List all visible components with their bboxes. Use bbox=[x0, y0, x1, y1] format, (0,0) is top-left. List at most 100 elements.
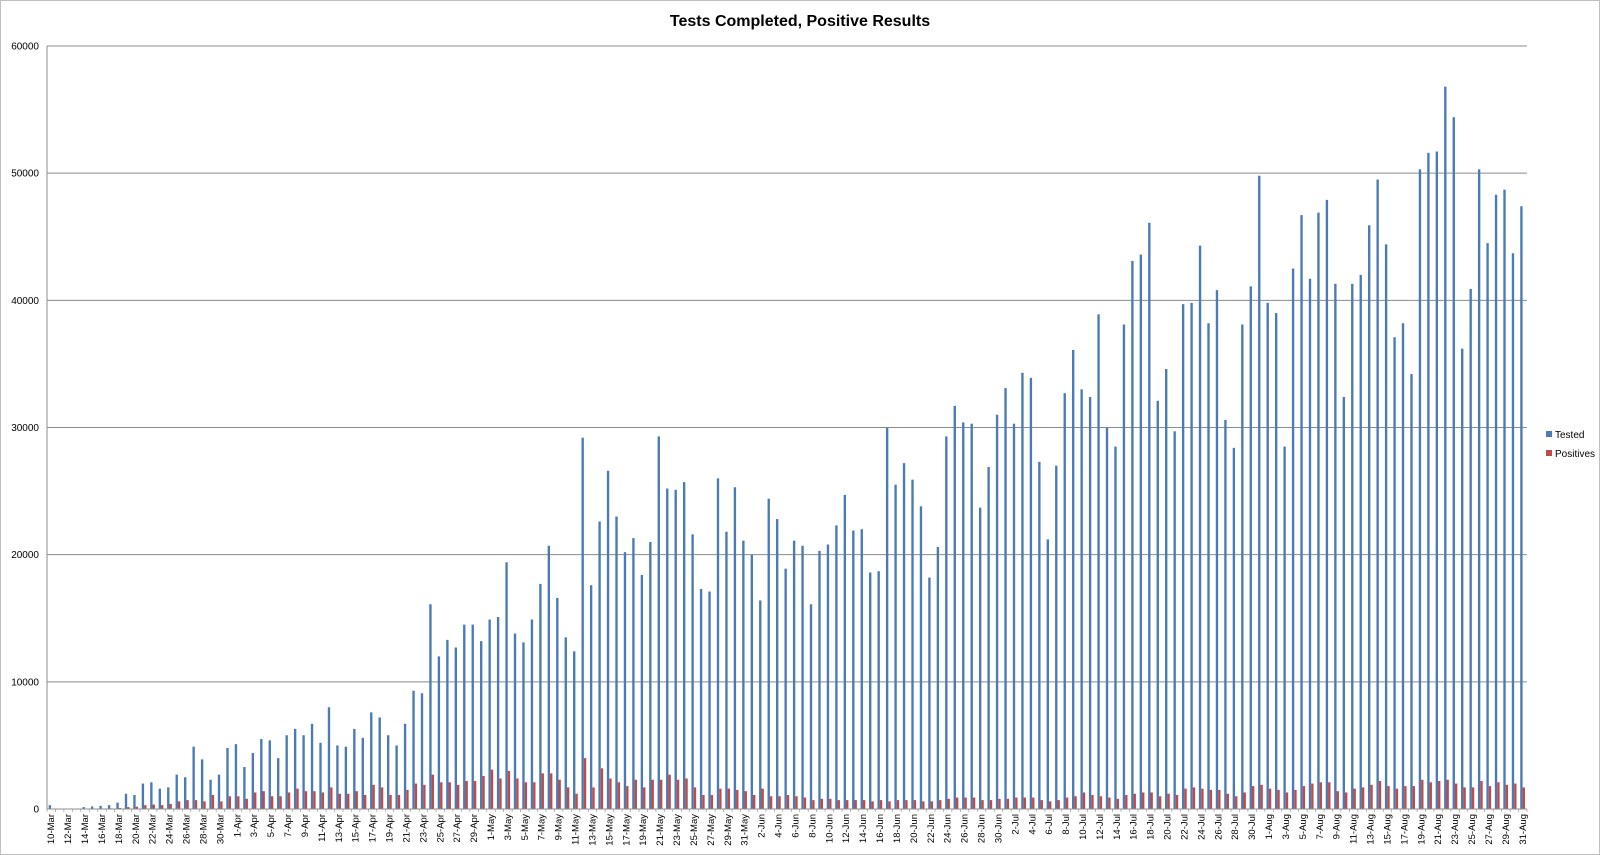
bar-positives-6-Jul bbox=[1049, 801, 1052, 809]
bar-positives-13-Jun bbox=[854, 800, 857, 809]
x-tick-label: 12-Jun bbox=[841, 814, 852, 843]
x-tick-label: 25-Aug bbox=[1467, 814, 1478, 845]
x-tick-label: 12-Mar bbox=[63, 814, 74, 844]
x-tick-label: 3-Aug bbox=[1281, 814, 1292, 839]
x-tick-label: 13-Apr bbox=[334, 814, 345, 843]
bar-tested-8-Apr bbox=[293, 728, 297, 809]
x-tick-label: 23-May bbox=[672, 814, 683, 846]
x-tick-label: 25-May bbox=[689, 814, 700, 846]
bar-tested-1-Jul bbox=[1004, 388, 1007, 809]
bar-tested-21-Apr bbox=[403, 723, 407, 809]
bar-positives-16-Jun bbox=[879, 800, 883, 809]
x-tick-label: 23-Apr bbox=[418, 814, 429, 843]
bar-tested-23-May bbox=[674, 489, 677, 809]
bar-tested-20-Mar bbox=[133, 795, 136, 809]
x-tick-label: 1-Apr bbox=[232, 814, 243, 837]
bar-tested-9-Jul bbox=[1072, 349, 1075, 809]
bar-positives-26-Mar bbox=[186, 800, 189, 809]
bar-positives-20-Mar bbox=[135, 806, 138, 809]
x-tick-label: 20-Mar bbox=[131, 814, 142, 844]
x-tick-label: 11-Apr bbox=[317, 814, 328, 842]
bar-positives-14-May bbox=[600, 768, 604, 809]
x-tick-label: 10-Jun bbox=[824, 814, 835, 843]
y-tick-label: 40000 bbox=[11, 296, 39, 307]
bar-positives-10-Jun bbox=[829, 798, 832, 809]
bar-positives-12-Jul bbox=[1099, 796, 1103, 809]
bar-tested-28-Mar bbox=[200, 759, 204, 809]
bar-positives-3-May bbox=[507, 770, 511, 809]
bar-tested-17-Aug bbox=[1401, 323, 1405, 809]
bar-tested-29-Jul bbox=[1241, 324, 1244, 809]
bar-positives-24-Apr bbox=[431, 774, 434, 809]
bar-positives-22-Apr bbox=[414, 783, 418, 809]
bar-tested-23-Mar bbox=[158, 788, 161, 809]
bar-positives-14-Jun bbox=[862, 800, 866, 809]
bar-tested-18-Mar bbox=[116, 802, 119, 809]
x-tick-label: 28-Jul bbox=[1230, 814, 1241, 840]
bar-tested-10-Aug bbox=[1342, 396, 1345, 809]
bar-positives-23-Apr bbox=[423, 784, 426, 809]
bar-tested-28-Apr bbox=[463, 624, 466, 809]
bar-tested-7-Jul bbox=[1055, 465, 1058, 809]
bar-positives-8-Aug bbox=[1328, 782, 1331, 809]
bar-positives-15-Aug bbox=[1387, 786, 1390, 809]
x-tick-label: 23-Aug bbox=[1450, 814, 1461, 845]
bar-tested-31-Mar bbox=[226, 747, 229, 809]
bar-positives-10-Apr bbox=[313, 791, 316, 809]
legend-label-tested: Tested bbox=[1555, 430, 1584, 441]
bar-tested-19-Jun bbox=[902, 463, 906, 809]
x-tick-label: 22-Jun bbox=[926, 814, 937, 843]
bar-positives-16-Jul bbox=[1133, 793, 1136, 809]
bar-positives-19-Apr bbox=[389, 795, 392, 809]
bar-tested-22-Apr bbox=[412, 690, 415, 809]
bar-tested-9-Jun bbox=[818, 550, 821, 809]
x-tick-label: 27-May bbox=[706, 814, 717, 846]
bar-positives-15-Apr bbox=[355, 791, 358, 809]
bar-tested-18-Jul bbox=[1148, 222, 1151, 809]
bar-positives-3-Jun bbox=[769, 796, 773, 809]
y-tick-label: 60000 bbox=[11, 42, 39, 53]
bar-tested-1-Apr bbox=[234, 744, 238, 809]
bar-positives-8-Jul bbox=[1065, 797, 1069, 809]
bar-positives-4-Apr bbox=[262, 791, 265, 809]
bar-tested-18-Jun bbox=[894, 484, 897, 809]
bars bbox=[48, 86, 1525, 810]
bar-positives-21-Mar bbox=[144, 805, 147, 809]
bar-tested-8-Jun bbox=[809, 604, 813, 809]
bar-positives-4-May bbox=[516, 778, 519, 809]
bar-positives-8-Apr bbox=[296, 788, 299, 809]
bar-tested-31-May bbox=[742, 540, 745, 809]
bar-positives-10-Aug bbox=[1345, 792, 1348, 809]
x-tick-label: 27-Aug bbox=[1484, 814, 1495, 845]
bar-tested-17-Jul bbox=[1139, 254, 1143, 810]
bar-tested-6-Jun bbox=[792, 540, 796, 809]
bar-positives-21-Jun bbox=[922, 801, 925, 809]
x-tick-label: 30-Jun bbox=[993, 814, 1004, 843]
bar-positives-11-May bbox=[575, 793, 578, 809]
x-tick-label: 4-Jul bbox=[1027, 814, 1038, 835]
bar-tested-26-Aug bbox=[1477, 169, 1481, 810]
bar-positives-30-May bbox=[736, 789, 739, 809]
bar-positives-25-Jul bbox=[1209, 789, 1213, 809]
bar-positives-26-May bbox=[702, 795, 705, 809]
bar-positives-15-Jun bbox=[871, 801, 874, 809]
bar-tested-6-Aug bbox=[1308, 278, 1312, 810]
x-tick-label: 2-Jul bbox=[1010, 814, 1021, 835]
x-tick-label: 2-Jun bbox=[757, 814, 768, 838]
bar-positives-2-Apr bbox=[245, 798, 248, 809]
bar-tested-4-May bbox=[513, 633, 517, 809]
bar-positives-31-Jul bbox=[1260, 784, 1263, 809]
bar-positives-13-May bbox=[592, 787, 595, 809]
bar-tested-27-Jul bbox=[1224, 419, 1227, 809]
bar-positives-13-Jul bbox=[1108, 797, 1111, 809]
bar-tested-26-Jun bbox=[962, 422, 965, 809]
x-tick-label: 24-Jun bbox=[943, 814, 954, 843]
bar-tested-23-Jul bbox=[1190, 302, 1193, 809]
bar-tested-25-May bbox=[691, 534, 694, 809]
bar-tested-2-May bbox=[496, 616, 500, 809]
bar-positives-2-Jun bbox=[761, 788, 764, 809]
x-tick-label: 12-Jul bbox=[1095, 814, 1106, 840]
x-tick-label: 17-May bbox=[621, 814, 632, 846]
x-tick-label: 11-May bbox=[571, 814, 582, 845]
bar-tested-5-Jul bbox=[1038, 461, 1041, 809]
